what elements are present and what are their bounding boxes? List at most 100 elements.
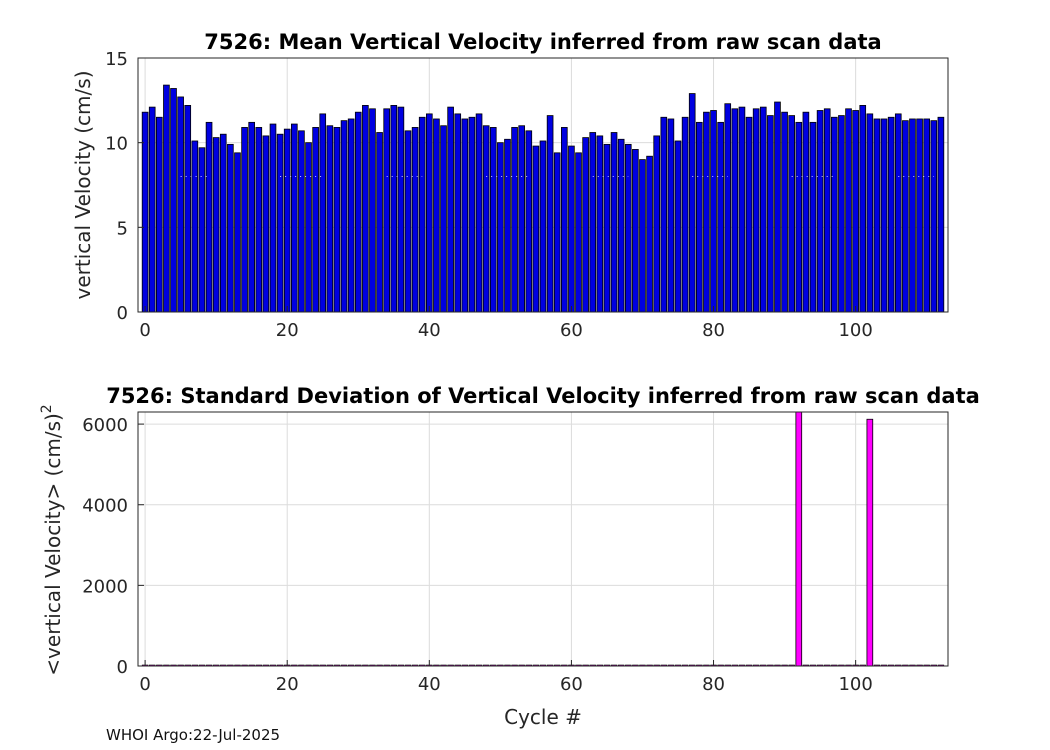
mean-velocity-bar [759,106,767,313]
mean-velocity-axes-frame [137,57,949,313]
mean-velocity-bar [561,127,568,313]
mean-velocity-bar [440,125,447,313]
stddev-velocity-axes-frame [137,411,949,667]
mean-velocity-bar [930,120,938,313]
mean-velocity-bar [823,108,831,313]
mean-velocity-bar [454,113,462,313]
mean-velocity-y-tick-label: 10 [105,134,128,155]
mean-velocity-bar [866,113,874,313]
mean-velocity-x-tick-label: 20 [276,320,299,341]
mean-velocity-bar [163,84,170,313]
mean-velocity-bar [909,118,916,313]
mean-velocity-bar [894,113,902,313]
mean-velocity-bar [617,138,625,313]
mean-velocity-bar [710,110,717,313]
mean-velocity-x-ticks: 0 20 40 60 80 100 [139,306,873,341]
mean-velocity-bar [916,118,923,313]
mean-velocity-bar [845,108,852,313]
mean-velocity-bar [902,120,909,313]
mean-velocity-y-tick-label: 5 [117,218,128,239]
mean-velocity-bar [354,111,362,313]
mean-velocity-y-tick-label: 0 [117,303,128,324]
mean-velocity-bar [802,111,810,313]
mean-velocity-bar [305,142,312,313]
mean-velocity-bar [937,116,945,313]
mean-velocity-x-tick-label: 40 [418,320,441,341]
stddev-velocity-x-tick-label: 20 [276,674,299,695]
mean-velocity-bar [582,137,589,313]
mean-velocity-bar [660,116,668,313]
mean-velocity-bar [390,105,398,313]
mean-velocity-bar [319,113,327,313]
mean-velocity-bar [852,110,859,313]
stddev-velocity-bar [866,418,874,667]
mean-velocity-bar [411,127,419,313]
mean-velocity-bar [525,130,533,313]
mean-velocity-bar [156,116,163,313]
mean-velocity-bar [546,115,554,313]
mean-velocity-bar [184,105,192,313]
mean-velocity-bar [333,127,341,313]
stddev-velocity-x-tick-label: 100 [838,674,872,695]
stddev-velocity-y-tick-label: 4000 [82,496,128,517]
mean-velocity-bar [489,127,497,313]
mean-velocity-bar [696,121,703,313]
mean-velocity-bar [482,125,490,313]
mean-velocity-bar [191,140,199,313]
mean-velocity-bar [880,118,888,313]
mean-velocity-bar [312,127,319,313]
mean-velocity-y-ticks: 0 5 10 15 [105,49,144,324]
mean-velocity-x-tick-label: 80 [702,320,725,341]
mean-velocity-bar [724,103,732,313]
mean-velocity-bar [639,159,646,313]
stddev-velocity-x-tick-label: 0 [139,674,150,695]
mean-velocity-bar [596,135,604,313]
mean-velocity-bar [553,152,561,313]
mean-velocity-bar [426,113,433,313]
mean-velocity-bar [212,137,220,313]
stddev-velocity-x-tick-label: 40 [418,674,441,695]
mean-velocity-bar [433,118,440,313]
mean-velocity-bar [248,121,255,313]
mean-velocity-bar [397,106,405,313]
mean-velocity-title: 7526: Mean Vertical Velocity inferred fr… [204,30,881,54]
mean-velocity-bar [347,118,355,313]
mean-velocity-bar [269,123,277,313]
stddev-velocity-x-tick-label: 60 [560,674,583,695]
mean-velocity-bar [788,115,795,313]
mean-velocity-bar [340,120,348,313]
stddev-velocity-y-label: <vertical Velocity> (cm/s)2 [39,404,65,675]
mean-velocity-y-label: vertical Velocity (cm/s) [71,71,95,300]
mean-velocity-bar [816,110,824,313]
mean-velocity-bar [539,140,547,313]
mean-velocity-bar [632,149,639,313]
mean-velocity-bar [298,130,305,313]
mean-velocity-bar [461,118,469,313]
mean-velocity-bar [234,152,241,313]
mean-velocity-bar [276,133,284,313]
mean-velocity-bar [745,116,753,313]
mean-velocity-bar [383,108,390,313]
mean-velocity-bar [241,127,248,313]
mean-velocity-bar [603,143,611,313]
stddev-velocity-y-tick-label: 0 [117,657,128,678]
mean-velocity-bar [646,155,653,313]
mean-velocity-bar [283,128,291,313]
stddev-velocity-plot-area [138,412,948,666]
mean-velocity-bar [653,135,660,313]
mean-velocity-bar [532,145,540,313]
mean-velocity-bar [703,111,710,313]
mean-velocity-bar [369,108,376,313]
mean-velocity-bar [575,152,582,313]
stddev-velocity-y-tick-label: 2000 [82,576,128,597]
stddev-velocity-y-ticks: 0 2000 4000 6000 [82,415,144,678]
mean-velocity-bar [362,105,369,313]
stddev-velocity-y-tick-label: 6000 [82,415,128,436]
mean-velocity-bar [781,111,788,313]
mean-velocity-bar [923,118,930,313]
mean-velocity-bar [752,108,760,313]
mean-velocity-x-tick-label: 60 [560,320,583,341]
mean-velocity-bar [170,88,177,313]
mean-velocity-bar [447,106,454,313]
